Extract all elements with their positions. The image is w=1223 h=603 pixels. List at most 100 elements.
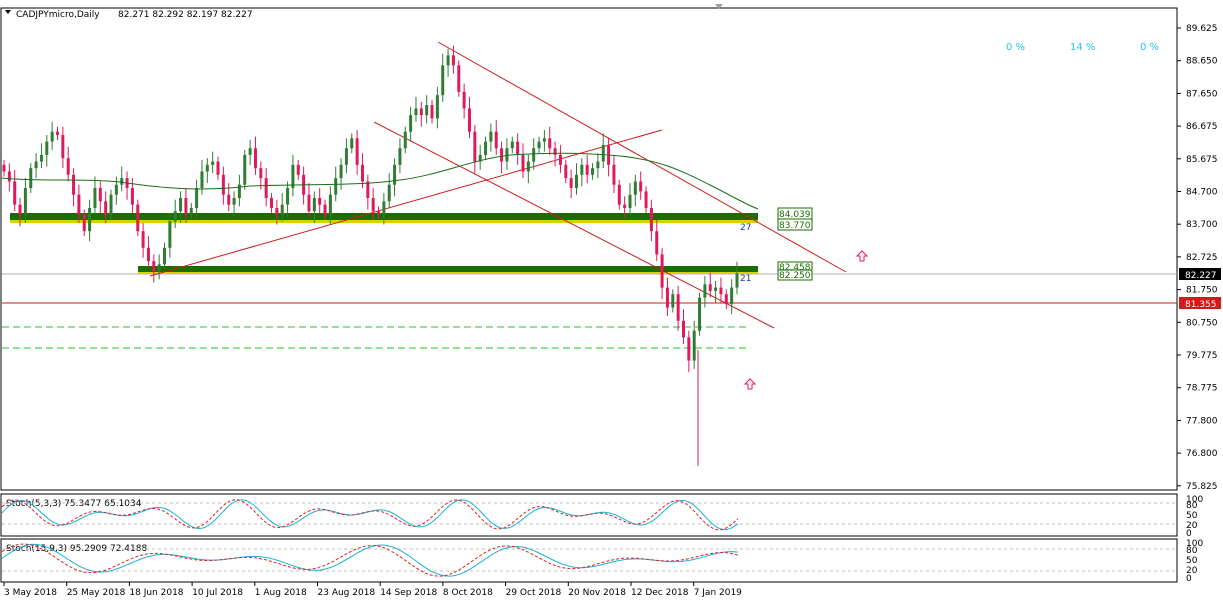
upper-zone-count: 27 xyxy=(740,223,751,233)
candle-body xyxy=(649,207,653,232)
up-arrow-icon xyxy=(855,250,869,262)
candle-body xyxy=(681,320,685,338)
upper-zone-top-label: 84.039 xyxy=(779,210,811,220)
red-line-marker xyxy=(1179,297,1221,309)
candle-body xyxy=(237,184,241,199)
candle-body xyxy=(104,201,108,215)
candle-body xyxy=(580,164,584,175)
stoch2-pane-frame xyxy=(0,538,1178,583)
candle-body xyxy=(371,198,375,212)
candle-body xyxy=(360,164,364,182)
candle-body xyxy=(366,181,370,199)
red-line-price-label: 81.355 xyxy=(1185,300,1217,310)
candle-body xyxy=(612,164,616,185)
candle-body xyxy=(323,204,327,215)
candle-body xyxy=(542,138,546,142)
stoch1-tick-0: 0 xyxy=(1186,529,1192,539)
candle-body xyxy=(644,191,648,208)
lower-zone-count: 21 xyxy=(740,274,751,284)
candle-body xyxy=(698,297,702,331)
candle-body xyxy=(334,178,338,195)
lower-zone-top-label: 82.458 xyxy=(779,263,811,273)
candle-body xyxy=(109,194,113,215)
candle-body xyxy=(489,131,493,142)
candle-body xyxy=(344,148,348,165)
descending-channel-bottom[interactable] xyxy=(373,121,775,329)
candle-body xyxy=(163,247,167,265)
candle-body xyxy=(146,247,150,262)
date-tick-label: 1 Aug 2018 xyxy=(255,588,307,598)
candle-body xyxy=(173,211,177,222)
ascending-trendline[interactable] xyxy=(149,129,663,277)
date-tick-label: 23 Aug 2018 xyxy=(318,588,376,598)
candle-body xyxy=(409,115,413,132)
candle-body xyxy=(253,148,257,169)
candle-body xyxy=(205,164,209,172)
stoch1-label: Stoch(5,3,3) 75.3477 65.1034 xyxy=(6,499,142,509)
candle-body xyxy=(414,108,418,116)
stoch2-main-line xyxy=(1,543,739,577)
candle-body xyxy=(633,181,637,195)
dropdown-triangle-icon[interactable] xyxy=(5,10,11,14)
candle-body xyxy=(45,141,49,155)
candle-body xyxy=(601,144,605,162)
date-tick-label: 8 Oct 2018 xyxy=(443,588,493,598)
candle-body xyxy=(56,131,60,135)
date-tick-label: 7 Jan 2019 xyxy=(694,588,742,598)
candle-body xyxy=(88,207,92,232)
candle-body xyxy=(719,287,723,295)
price-tick-label: 89.625 xyxy=(1186,24,1218,34)
candle-body xyxy=(200,171,204,189)
candle-body xyxy=(665,287,669,308)
stoch2-signal-line xyxy=(1,543,739,577)
descending-channel-top[interactable] xyxy=(437,41,847,273)
lower-zone-edge xyxy=(138,272,758,274)
candle-body xyxy=(157,264,161,271)
candle-body xyxy=(114,184,118,195)
candle-body xyxy=(13,181,17,205)
candle-body xyxy=(339,164,343,179)
candle-body xyxy=(484,141,488,155)
zone-label-box xyxy=(777,269,813,281)
candle-body xyxy=(494,131,498,149)
candle-body xyxy=(350,138,354,149)
candle-body xyxy=(671,294,675,308)
candle-body xyxy=(34,161,38,169)
ohlc-label: 82.271 82.292 82.197 82.227 xyxy=(118,10,253,20)
candle-body xyxy=(569,178,573,189)
price-tick-label: 76.800 xyxy=(1186,449,1218,459)
candle-body xyxy=(216,161,220,175)
candle-body xyxy=(393,164,397,185)
candle-body xyxy=(18,204,22,215)
percent-label-1: 0 % xyxy=(1006,42,1025,53)
candle-body xyxy=(243,154,247,185)
candle-body xyxy=(61,134,65,159)
current-price-label: 82.227 xyxy=(1185,271,1217,281)
candle-body xyxy=(596,161,600,169)
candle-body xyxy=(23,188,27,215)
candle-body xyxy=(526,161,530,172)
candle-body xyxy=(382,201,386,215)
candle-body xyxy=(221,174,225,195)
candle-body xyxy=(195,188,199,208)
candle-body xyxy=(521,154,525,172)
candle-body xyxy=(516,141,520,155)
candle-body xyxy=(2,164,6,172)
chart-shift-marker-icon[interactable] xyxy=(715,4,723,9)
stoch1-pane-frame xyxy=(0,493,1178,537)
candle-body xyxy=(50,131,54,142)
candle-body xyxy=(537,141,541,149)
candle-body xyxy=(398,148,402,165)
lower-support-zone[interactable] xyxy=(138,266,758,274)
candle-body xyxy=(462,91,466,109)
candle-body xyxy=(660,254,664,288)
candle-body xyxy=(553,148,557,155)
candle-body xyxy=(98,188,102,202)
stoch1-tick-50: 50 xyxy=(1186,511,1198,521)
date-tick-label: 18 Jun 2018 xyxy=(129,588,183,598)
price-tick-label: 78.775 xyxy=(1186,384,1218,394)
candle-body xyxy=(473,131,477,162)
candle-body xyxy=(120,178,124,185)
candle-body xyxy=(676,294,680,321)
